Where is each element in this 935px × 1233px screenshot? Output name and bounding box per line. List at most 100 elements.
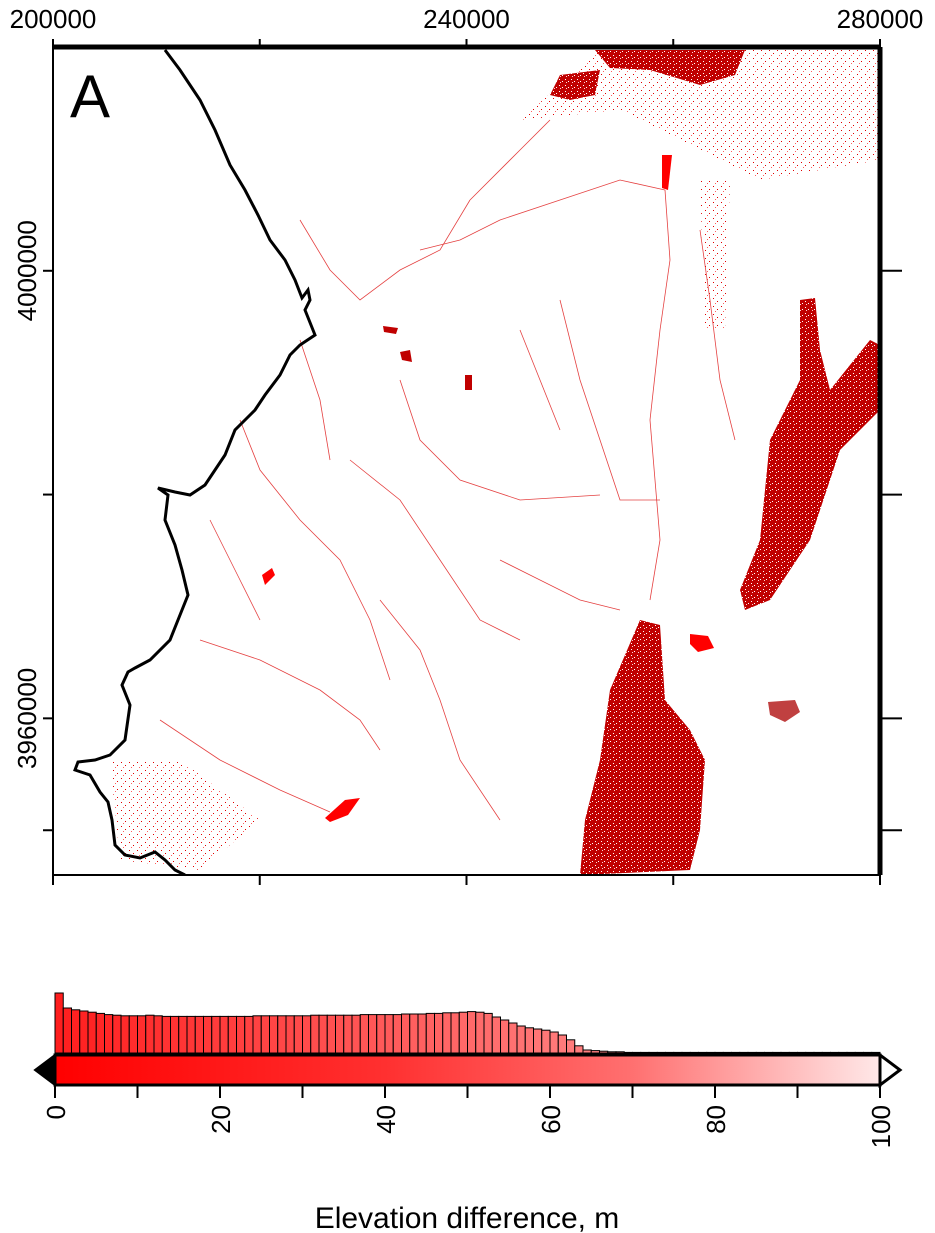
histogram-bar [739, 1051, 749, 1054]
histogram-bar [269, 1015, 279, 1054]
histogram-bar [186, 1015, 196, 1054]
histogram-bar [566, 1039, 576, 1054]
histogram-bar [120, 1015, 130, 1054]
colorbar-label: 0 [41, 1105, 71, 1119]
speckle-north-region [520, 50, 880, 180]
x-tick-label: 200000 [10, 4, 97, 34]
histogram-bar [95, 1012, 105, 1054]
histogram-bar [376, 1014, 386, 1054]
histogram-bar [260, 1015, 270, 1054]
histogram-bar [632, 1051, 642, 1054]
histogram-bar [483, 1012, 493, 1054]
colorbar-labels: 0 20 40 60 80 100 [41, 1105, 896, 1148]
histogram-bar [79, 1010, 89, 1054]
histogram-bar [236, 1015, 246, 1054]
histogram-bar [425, 1012, 435, 1054]
colorbar-label: 60 [536, 1105, 566, 1134]
histogram-bar [178, 1015, 188, 1054]
histogram-bar [392, 1014, 402, 1054]
colorbar-gradient [53, 1053, 882, 1087]
histogram-bar [153, 1015, 163, 1054]
histogram-bar [549, 1031, 559, 1054]
histogram-bar [524, 1027, 534, 1054]
histogram-bar [128, 1015, 138, 1054]
histogram-bar [541, 1029, 551, 1054]
histogram-bar [112, 1014, 122, 1054]
histogram-bar [302, 1015, 312, 1054]
histogram-bar [755, 1051, 765, 1054]
map-content [73, 49, 880, 875]
histogram-bar [384, 1014, 394, 1054]
histogram-bar [772, 1051, 782, 1054]
histogram-bar [731, 1051, 741, 1054]
histogram-bar [797, 1051, 807, 1054]
colorbar-high-triangle [878, 1052, 903, 1088]
histogram-bar [203, 1015, 213, 1054]
histogram-bar [821, 1051, 831, 1054]
histogram-bar [508, 1022, 518, 1054]
coastline [73, 49, 317, 875]
histogram-bar [623, 1051, 633, 1054]
colorbar: 0 20 40 60 80 100 Elevation difference, m [33, 1052, 903, 1233]
histogram-bar [409, 1013, 419, 1054]
histogram-bar [557, 1034, 567, 1054]
histogram-bar [854, 1051, 864, 1054]
histogram-bar [689, 1051, 699, 1054]
red-feature-small-1 [383, 326, 398, 334]
histogram-bar [574, 1045, 584, 1054]
histogram-bar [104, 1014, 114, 1054]
histogram-bar [351, 1014, 361, 1054]
x-tick-label: 280000 [837, 4, 924, 34]
histogram-bar [656, 1051, 666, 1054]
histogram-bar [780, 1051, 790, 1054]
histogram-bar [458, 1011, 468, 1054]
histogram-bar [293, 1015, 303, 1054]
red-feature-small-3 [465, 375, 472, 390]
red-region-east-ridge [740, 298, 880, 610]
histogram-bar [467, 1011, 477, 1054]
red-feature-west-lake [262, 568, 275, 585]
histogram-bar [450, 1012, 460, 1054]
histogram-bar [491, 1016, 501, 1054]
histogram-bar [788, 1051, 798, 1054]
colorbar-label: 80 [701, 1105, 731, 1134]
histogram-bar [326, 1014, 336, 1054]
histogram-bar [417, 1013, 427, 1054]
histogram-bar [714, 1051, 724, 1054]
histogram-bar [318, 1014, 328, 1054]
histogram-bar [813, 1051, 823, 1054]
red-region-south-ridge [580, 620, 705, 875]
panel-letter: A [70, 63, 110, 130]
speckle-central-strip [700, 180, 730, 330]
histogram-bar [665, 1051, 675, 1054]
colorbar-label: 20 [206, 1105, 236, 1134]
histogram-bar [161, 1015, 171, 1054]
histogram-bar [401, 1013, 411, 1054]
histogram-bar [871, 1051, 881, 1054]
x-tick-label: 240000 [423, 4, 510, 34]
colorbar-ticks [54, 1085, 881, 1098]
histogram-bar [722, 1051, 732, 1054]
histogram-bar [343, 1014, 353, 1054]
histogram-bar [830, 1051, 840, 1054]
red-feature-small-2 [400, 350, 412, 362]
red-feature-north-lake [662, 155, 672, 190]
y-tick-label: 3960000 [12, 668, 42, 769]
histogram-bar [170, 1015, 180, 1054]
histogram-bar [252, 1015, 262, 1054]
histogram-bar [359, 1014, 369, 1054]
histogram-bar [137, 1015, 147, 1054]
x-axis-labels: 200000 240000 280000 [10, 4, 924, 34]
drainage-network [159, 119, 736, 821]
red-feature-south-lake [325, 798, 360, 822]
x-axis-ticks [52, 39, 881, 885]
histogram-bar [442, 1012, 452, 1054]
colorbar-label: 40 [371, 1105, 401, 1134]
histogram-bar [615, 1051, 625, 1054]
colorbar-low-triangle [33, 1053, 56, 1087]
histogram-bar [516, 1025, 526, 1054]
y-axis-ticks [43, 269, 902, 832]
histogram-bar [71, 1009, 81, 1054]
histogram-bar [277, 1015, 287, 1054]
